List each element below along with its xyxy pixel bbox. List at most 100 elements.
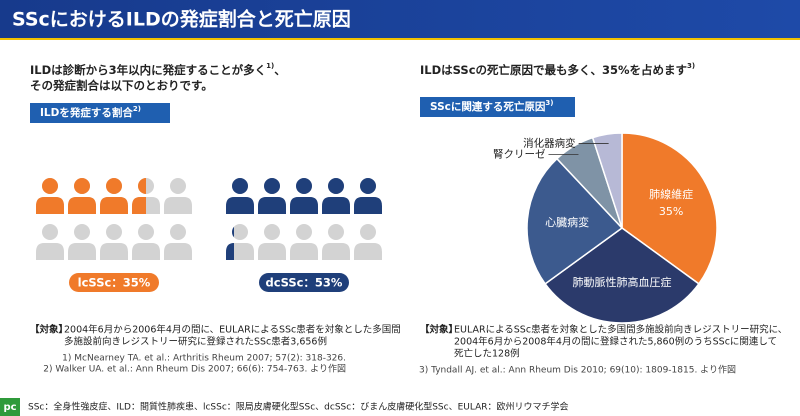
person [322,224,350,260]
ref: 3) [545,99,553,107]
reference: 1) McNearney TA. et al.: Arthritis Rheum… [62,354,346,364]
badge [30,103,170,123]
person-head [106,224,122,240]
subject: 多施設前向きレジストリー研究に登録されたSSc患者3,656例 [64,336,327,348]
subject-tag: 【対象】 [30,324,68,336]
person-filled [100,178,128,214]
badge-label: ILDを発症する割合 [40,106,133,119]
person-body [132,197,146,214]
group-pill [259,273,349,292]
reference: 2) Walker UA. et al.: Ann Rheum Dis 2007… [43,363,346,375]
person-filled [36,178,64,214]
person-head [328,178,344,194]
slice-value: 35% [659,205,683,218]
group-pill [69,273,159,292]
person-filled [290,178,318,214]
subject: 2004年6月から2006年4月の間に、EULARによるSSc患者を対象とした多… [64,324,401,336]
logo [0,398,20,416]
person-body [322,243,350,260]
pie-slice [621,132,718,285]
subject: EULARによるSSc患者を対象とした多国間多施設前向きレジストリー研究に、 [454,324,787,336]
person-head [170,178,186,194]
person-body [68,243,96,260]
person-head [360,178,376,194]
pie-slice [544,227,700,324]
person-body [36,243,64,260]
subject-tag: 【対象】 [420,324,458,336]
subject: 2004年6月から2008年4月の間に登録された5,860例のうちSScに関連し… [454,336,777,348]
person-head [296,178,312,194]
person-head [328,224,344,240]
lead: その発症割合は以下のとおりです。 [30,79,213,93]
person-head [106,178,122,194]
slice-label: 腎クリーゼ [493,148,546,160]
person-head [170,224,186,240]
ref: 2) [133,105,141,113]
person-head [42,178,58,194]
reference: 3) Tyndall AJ. et al.: Ann Rheum Dis 201… [419,364,736,376]
badge [420,97,575,117]
slice-label: 肺動脈性肺高血圧症 [573,275,672,289]
pie-slice [591,132,623,229]
person [164,224,192,260]
person-head [232,224,248,240]
pie-slice [526,157,624,285]
person-head [42,224,58,240]
person-body [164,197,192,214]
person-body [354,243,382,260]
person-head [138,224,154,240]
person-body [258,243,286,260]
person-body [226,243,234,260]
person-body [258,197,286,214]
lead-text: 、 [274,63,286,77]
person-head [138,178,146,194]
group-label: dcSSc：53% [266,276,343,290]
person-body [68,197,96,214]
ref: 3) [687,62,695,70]
person-body [132,243,160,260]
person-head [360,224,376,240]
person-head [264,178,280,194]
person [164,178,192,214]
person-filled [226,178,254,214]
header-bar [0,0,800,38]
slice-label: 心臓病変 [545,215,589,229]
person-head [232,226,234,238]
person-head [232,178,248,194]
person-body [322,197,350,214]
badge-label: SScに関連する死亡原因 [430,100,545,113]
person-body [354,197,382,214]
lead-text: ILDはSScの死亡原因で最も多く、35%を占めます [420,63,687,77]
person-filled [226,226,234,260]
person [36,224,64,260]
badge-text: SScに関連する死亡原因3) [430,99,553,113]
person-filled [68,178,96,214]
person-body [36,197,64,214]
ref: 1) [266,62,274,70]
person-head [296,224,312,240]
header-rule [0,38,800,40]
person [290,224,318,260]
slice-label: 消化器病変 [523,137,576,150]
logo-text: pc [3,402,16,413]
person-filled [322,178,350,214]
person-head [264,224,280,240]
person [100,224,128,260]
title: SScにおけるILDの発症割合と死亡原因 [12,8,351,31]
lead: ILDは診断から3年以内に発症することが多く1)、 [30,62,286,77]
person-body [100,243,128,260]
subject: 死亡した128例 [454,348,520,360]
lead: ILDはSScの死亡原因で最も多く、35%を占めます3) [420,62,695,77]
person [354,224,382,260]
person-head [74,178,90,194]
person-body [100,197,128,214]
person-filled [258,178,286,214]
footer: SSc：全身性強皮症、ILD：間質性肺疾患、lcSSc：限局皮膚硬化型SSc、d… [28,401,569,413]
person [132,224,160,260]
person [258,224,286,260]
person-body [164,243,192,260]
person-body [290,243,318,260]
person-filled [132,178,146,214]
badge-text: ILDを発症する割合2) [40,105,141,119]
